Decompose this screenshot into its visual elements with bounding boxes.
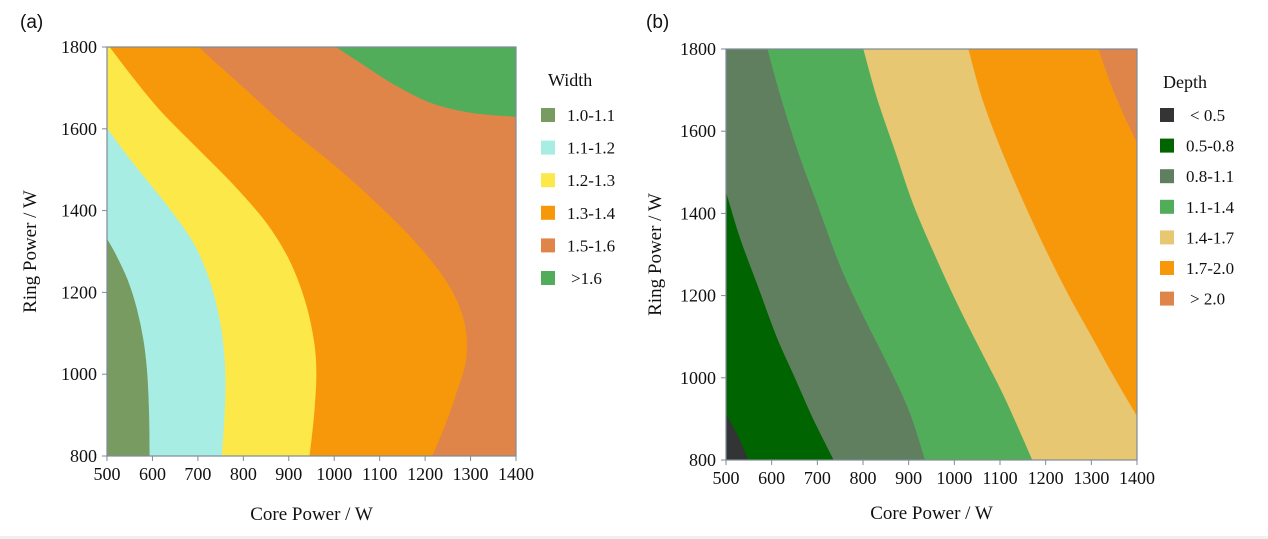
x-tick-label: 1000 [316,464,352,484]
y-tick-label: 1000 [680,368,716,388]
legend-label: 0.8-1.1 [1186,167,1234,186]
y-tick-label: 800 [70,446,97,466]
contour-band--0.5 [726,414,749,460]
legend-label: 1.4-1.7 [1186,228,1235,247]
x-tick-label: 500 [94,464,121,484]
y-tick-label: 1800 [61,37,97,57]
x-axis-a: 500 600 700 800 900 1000 1100 1200 1300 1400 [94,456,534,484]
y-tick-label: 1600 [680,121,716,141]
legend-swatch [1160,138,1174,153]
legend-title-b: Depth [1163,72,1207,92]
legend-swatch [541,271,555,285]
y-axis-a: 800 1000 1200 1400 1600 1800 [61,37,107,466]
contour-band-1.0-1.1 [107,238,150,456]
x-tick-label: 1400 [498,464,534,484]
y-tick-label: 1200 [680,286,716,306]
legend-label: 1.0-1.1 [567,106,615,125]
y-tick-label: 1800 [680,39,716,59]
x-tick-label: 700 [804,468,831,488]
legend-swatch [541,205,555,220]
y-axis-title-b: Ring Power / W [645,193,666,316]
legend-swatch [541,140,555,155]
y-tick-label: 1200 [61,282,97,302]
legend-swatch [1160,291,1174,306]
legend-swatch [1160,169,1174,184]
bottom-rule [0,536,1268,539]
legend-swatch [541,238,555,253]
panel-label-b: (b) [646,12,669,33]
x-tick-label: 900 [275,464,302,484]
x-tick-label: 900 [895,468,922,488]
legend-swatch [541,108,555,122]
x-tick-label: 1100 [982,468,1017,488]
x-tick-label: 700 [184,464,211,484]
legend-swatch [541,173,555,188]
legend-b: Depth < 0.5 0.5-0.8 0.8-1.1 1.1-1.4 1.4-1.7 1… [1160,72,1235,309]
legend-label: > 2.0 [1190,290,1225,309]
legend-a: Width 1.0-1.1 1.1-1.2 1.2-1.3 1.3-1.4 1.5-1.… [541,70,616,288]
x-tick-label: 600 [758,468,785,488]
x-tick-label: 800 [850,468,877,488]
x-axis-b: 500 600 700 800 900 1000 1100 1200 1300 1400 [713,460,1155,488]
x-tick-label: 500 [713,468,740,488]
x-tick-label: 600 [139,464,166,484]
y-tick-label: 1000 [61,364,97,384]
panel-a-width-contour: (a) 500 600 700 800 900 1000 1100 1200 1300 1400 … [20,12,616,525]
legend-swatch [1160,261,1174,275]
contour-band-0.5-0.8 [726,192,834,460]
legend-label: 1.1-1.2 [567,139,615,158]
x-tick-label: 1200 [407,464,443,484]
x-tick-label: 1400 [1119,468,1155,488]
legend-label: 1.7-2.0 [1186,259,1234,278]
x-tick-label: 1100 [362,464,397,484]
panel-label-a: (a) [20,12,43,33]
y-tick-label: 1400 [61,201,97,221]
contour-regions-a [107,47,516,456]
y-axis-title-a: Ring Power / W [20,190,41,313]
panel-b-depth-contour: (b) 500 600 700 800 900 1000 1100 1200 1300 1400 … [645,12,1235,524]
legend-swatch [1160,199,1174,214]
legend-label: 0.5-0.8 [1186,137,1234,156]
legend-swatch [1160,108,1174,122]
legend-label: < 0.5 [1190,106,1225,125]
legend-title-a: Width [548,70,592,90]
x-tick-label: 1300 [453,464,489,484]
legend-label: 1.5-1.6 [567,236,615,255]
y-tick-label: 1600 [61,119,97,139]
contour-regions-b [726,49,1137,460]
x-axis-title-a: Core Power / W [250,504,373,525]
legend-label: >1.6 [571,269,602,288]
x-tick-label: 1000 [936,468,972,488]
legend-label: 1.2-1.3 [567,171,615,190]
x-tick-label: 800 [230,464,257,484]
legend-label: 1.3-1.4 [567,204,616,223]
plot-frame-b [725,48,1138,461]
y-tick-label: 1400 [680,203,716,223]
legend-label: 1.1-1.4 [1186,198,1235,217]
plot-frame-a [106,46,517,457]
contour-band--1.6 [336,47,516,117]
y-axis-b: 800 1000 1200 1400 1600 1800 [680,39,726,470]
x-tick-label: 1200 [1028,468,1064,488]
y-tick-label: 800 [689,450,716,470]
legend-swatch [1160,230,1174,245]
x-tick-label: 1300 [1073,468,1109,488]
x-axis-title-b: Core Power / W [870,503,993,524]
